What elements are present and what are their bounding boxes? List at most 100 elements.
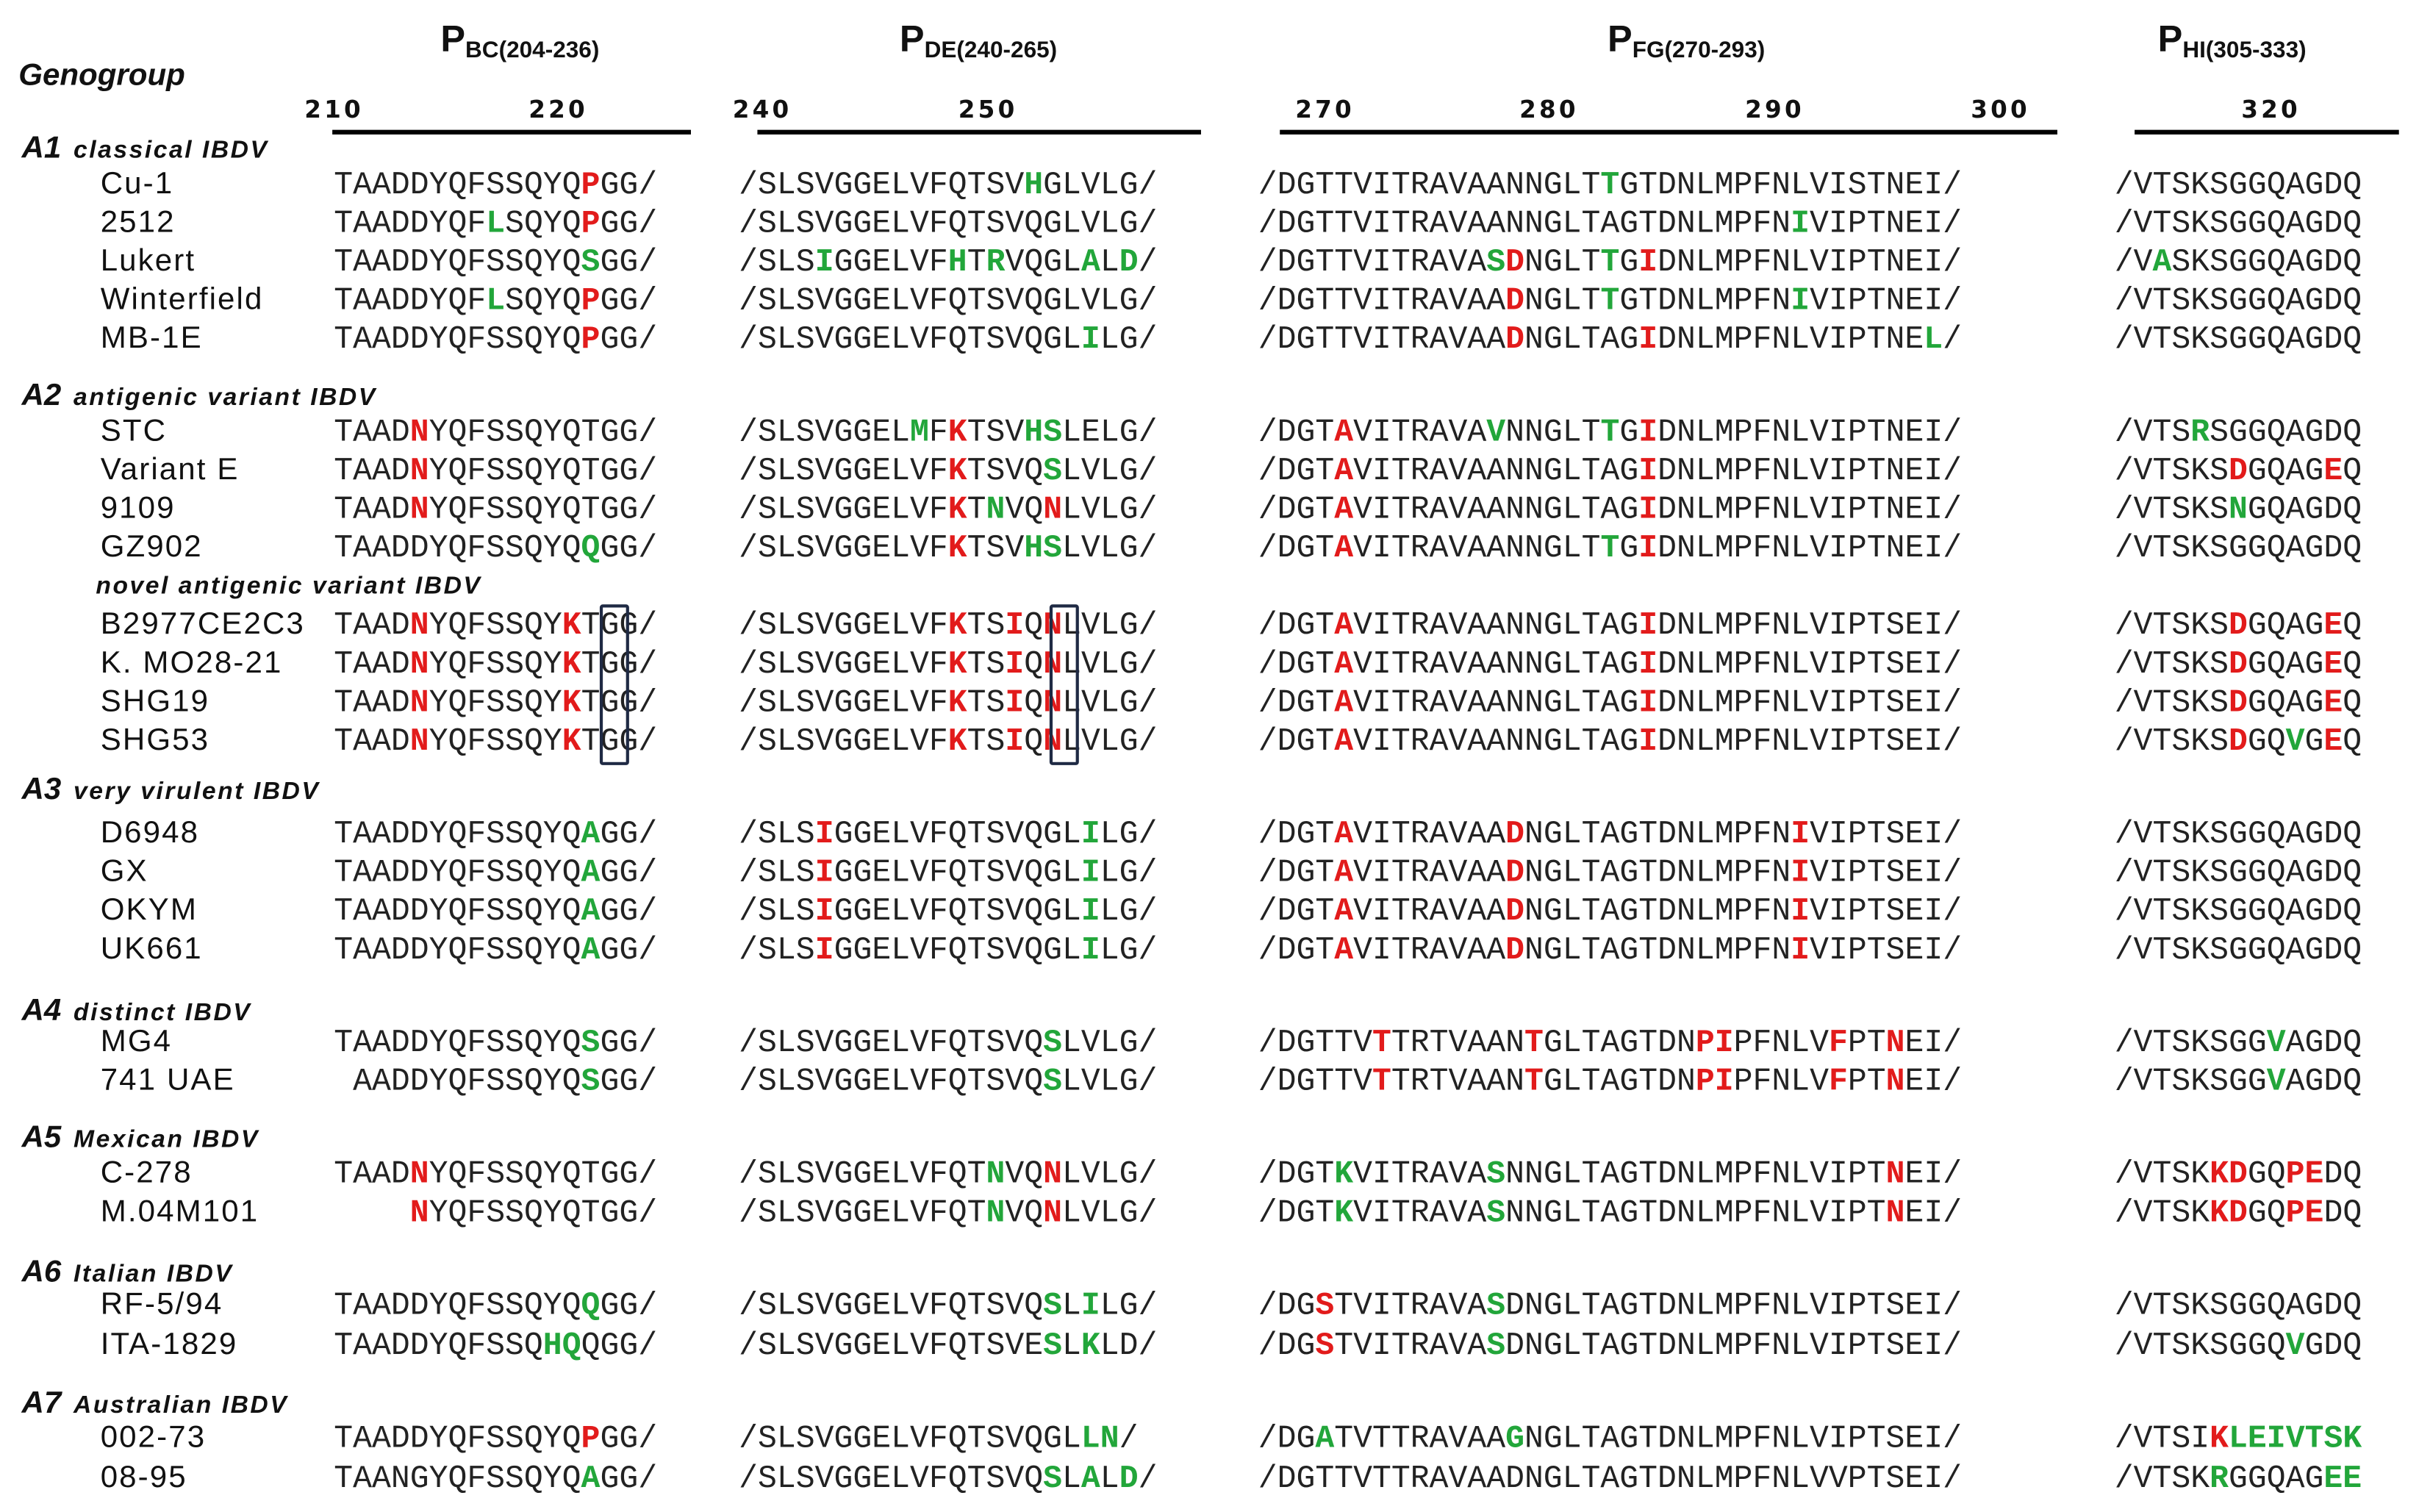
residue-run: NNGLT [1505, 415, 1601, 452]
residue-run: TS [967, 725, 1006, 761]
residue-run: G [1619, 531, 1639, 567]
residue-run: TAADDYQF [334, 284, 487, 320]
sequence-segment: /SLSVGGELVFQTSVQSLVLG/ [739, 1065, 1157, 1100]
mutation-red: E [2323, 454, 2343, 490]
region-header-de: PDE(240-265) [899, 18, 1058, 64]
residue-run: NGLT [1524, 246, 1601, 282]
mutation-red: A [1334, 648, 1354, 684]
mutation-green: Q [562, 1329, 581, 1365]
tick-label: 290 [1745, 96, 1805, 124]
mutation-red: I [1638, 609, 1658, 645]
residue-run: EI/ [1904, 1064, 1963, 1101]
residue-run: /DGT [1258, 817, 1335, 853]
mutation-green: S [1486, 246, 1506, 282]
sequence-segment: /DGTTVITRAVAANNGLTTGTDNLMPFNLVISTNEI/ [1258, 168, 1962, 204]
mutation-green: S [1043, 1289, 1063, 1325]
sequence-segment: /DGTAVITRAVAANNGLTTGIDNLMPFNLVIPTNEI/ [1258, 531, 1962, 567]
residue-run: TAAD [334, 415, 410, 452]
mutation-red: E [2323, 686, 2343, 723]
sequence-segment: TAADNYQFSSQYQTGG/ [334, 416, 657, 451]
residue-run: VITRAVA [1353, 1158, 1487, 1194]
residue-run: DNLMPFNLVIPTNEI/ [1658, 415, 1963, 452]
mutation-green: I [814, 246, 834, 282]
sequence-segment: NYQFSSQYQTGG/ [334, 1197, 657, 1232]
residue-run: /SLSVGGELVFQTSVQ [739, 1026, 1044, 1062]
mutation-green: A [581, 934, 601, 970]
subgroup-heading: novel antigenic variant IBDV [96, 573, 482, 600]
mutation-red: I [1791, 817, 1810, 853]
residue-run: GGELVFQTSVQGL [834, 856, 1081, 892]
residue-run: VITRAVA [1353, 415, 1487, 452]
residue-run: NGLTAGTDNLMPFN [1524, 895, 1791, 931]
residue-run: SQYQ [505, 284, 581, 320]
residue-run: SKSGGQAGDQ [2171, 246, 2362, 282]
mutation-red: A [1334, 415, 1354, 452]
mutation-green: S [1043, 1462, 1063, 1498]
mutation-red: I [814, 817, 834, 853]
mutation-red: N [1885, 1158, 1905, 1194]
residue-run: GTDNLMPFNLVISTNEI/ [1619, 168, 1962, 204]
residue-run: /DGT [1258, 686, 1335, 723]
sequence-segment: /DGTTVTTRTVAANTGLTAGTDNPIPFNLVFPTNEI/ [1258, 1026, 1962, 1061]
sequence-segment: TAADNYQFSSQYQTGG/ [334, 1158, 657, 1193]
mutation-red: K [947, 492, 967, 529]
sequence-segment: TAADDYQFSSQYQSGG/ [334, 1026, 657, 1061]
mutation-green: E [2343, 1462, 2362, 1498]
residue-run: /SLSVGGELVF [739, 725, 948, 761]
residue-run: TAANGYQFSSQYQ [334, 1462, 581, 1498]
mutation-red: P [581, 1422, 601, 1458]
residue-run: TAADDYQFSSQYQ [334, 856, 581, 892]
strain-name: GZ902 [100, 530, 203, 565]
mutation-green: H [1024, 168, 1044, 204]
mutation-red: I [1638, 531, 1658, 567]
residue-run: TRTVAAN [1391, 1064, 1524, 1101]
strain-name: K. MO28-21 [100, 646, 283, 681]
strain-name: ITA-1829 [100, 1328, 238, 1362]
mutation-red: D [1505, 323, 1524, 359]
residue-run: GQAGDQ [2247, 492, 2362, 529]
residue-run: /VTSKSGGQ [2114, 1329, 2286, 1365]
sequence-segment: TAADDYQFSSQYQPGG/ [334, 1422, 657, 1458]
residue-run: / [1119, 1422, 1139, 1458]
residue-run: DNGLTAGTDNLMPFNLVIPTSEI/ [1505, 1329, 1963, 1365]
residue-run: VIPTSEI/ [1810, 895, 1963, 931]
residue-run: LVLG/ [1062, 1026, 1158, 1062]
residue-run: GQ [2247, 1158, 2286, 1194]
strain-name: Variant E [100, 453, 240, 487]
residue-run: /DGTTVITRAVAA [1258, 284, 1506, 320]
residue-run: TVITRAVA [1334, 1329, 1487, 1365]
mutation-green: S [1043, 454, 1063, 490]
mutation-green: S [1043, 1026, 1063, 1062]
mutation-red: A [1334, 686, 1354, 723]
residue-run: /VTSKS [2114, 725, 2229, 761]
mutation-green: V [2285, 1329, 2305, 1365]
residue-run: PFNLV [1733, 1026, 1829, 1062]
residue-run: GTDNLMPFN [1619, 284, 1791, 320]
tick-label: 320 [2241, 96, 2301, 124]
mutation-green: M [910, 415, 929, 452]
residue-run: TAADDYQFSSQYQ [334, 246, 581, 282]
mutation-green: N [2228, 492, 2248, 529]
residue-run: VITRAVAA [1353, 856, 1506, 892]
mutation-red: S [1315, 1329, 1335, 1365]
mutation-red: D [1505, 856, 1525, 892]
residue-run: GQAG [2247, 686, 2324, 723]
sequence-segment: /DGTTVITRAVAADNGLTAGIDNLMPFNLVIPTNEL/ [1258, 323, 1962, 359]
mutation-red: N [409, 492, 429, 529]
mutation-red: K [947, 648, 967, 684]
residue-run: /SLS [739, 934, 815, 970]
mutation-red: N [409, 648, 429, 684]
sequence-segment: /VTSKRGGQAGEE [2115, 1462, 2362, 1497]
residue-run: /VTSKS [2114, 454, 2229, 490]
residue-run: YQFSSQYQTGG/ [429, 454, 658, 490]
mutation-green: S [1486, 1329, 1506, 1365]
mutation-green: L [1924, 323, 1943, 359]
sequence-segment: /SLSVGGELVFKTSIQNLVLG/ [739, 609, 1157, 645]
mutation-green: V [2285, 1422, 2305, 1458]
sequence-segment: TAADNYQFSSQYKTGG/ [334, 609, 657, 645]
mutation-red: K [947, 609, 967, 645]
residue-run: NGLTAGTDNLMPFN [1524, 856, 1791, 892]
sequence-segment: /VTSRSGGQAGDQ [2115, 416, 2362, 451]
mutation-red: I [1638, 725, 1658, 761]
residue-run: AGDQ [2285, 1026, 2362, 1062]
